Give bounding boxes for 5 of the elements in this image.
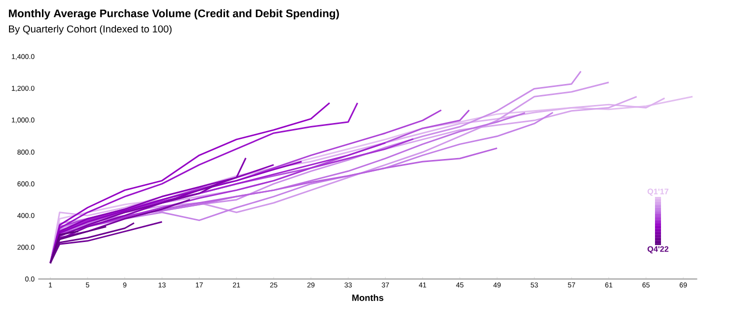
chart-title: Monthly Average Purchase Volume (Credit and Debit Spending) — [8, 9, 339, 20]
x-axis-title: Months — [352, 294, 384, 301]
annotation: Q1'17 — [648, 188, 668, 196]
annotation: Q4'22 — [648, 246, 668, 254]
chart-subtitle: By Quarterly Cohort (Indexed to 100) — [9, 25, 172, 35]
